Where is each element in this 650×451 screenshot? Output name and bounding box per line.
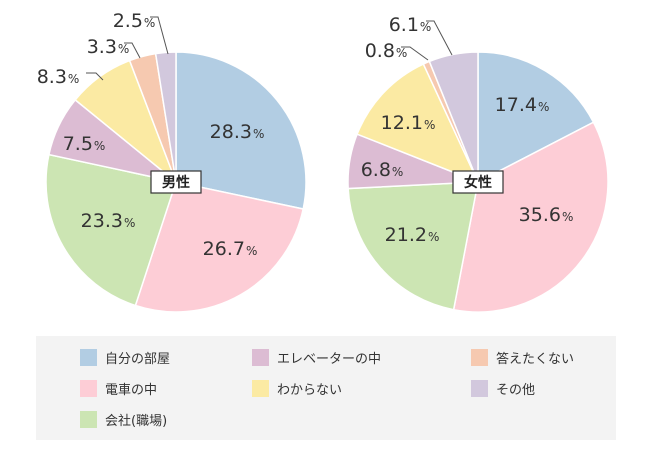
legend-label: 自分の部屋: [105, 351, 171, 367]
legend-swatch: [80, 410, 97, 428]
legend-label: わからない: [277, 382, 343, 398]
data-label: 17.4%: [495, 94, 550, 116]
data-label: 26.7%: [203, 238, 258, 260]
pie-charts: 28.3% 26.7% 23.3% 7.5% 8.3% 3.3% 2.5% 男性 17.4% 35…: [37, 10, 609, 313]
leader-line: [426, 20, 453, 56]
pie-title-box: [150, 170, 202, 194]
data-label: 35.6%: [519, 204, 574, 226]
legend-item-dont-know: わからない: [252, 377, 342, 399]
data-label: 6.8%: [361, 159, 404, 181]
leader-line: [86, 72, 104, 81]
legend-item-other: その他: [471, 377, 535, 399]
pie-slice: [45, 153, 177, 307]
pie-title: 女性: [464, 174, 492, 191]
legend-label: 答えたくない: [496, 351, 575, 367]
data-label: 2.5%: [113, 10, 156, 32]
pie-slice: [175, 51, 307, 210]
legend-label: その他: [496, 382, 536, 398]
leader-line: [124, 42, 141, 59]
legend-swatch: [252, 348, 269, 366]
pie-slice: [428, 51, 479, 183]
legend-swatch: [80, 379, 97, 397]
pie-slice: [356, 63, 480, 184]
legend-item-own-room: 自分の部屋: [80, 346, 170, 368]
data-label: 12.1%: [381, 112, 436, 134]
legend-label: 会社(職場): [105, 413, 168, 429]
legend-swatch: [80, 348, 97, 366]
leader-line: [150, 16, 169, 55]
data-label: 28.3%: [210, 121, 265, 143]
pie-title: 男性: [162, 174, 190, 191]
data-label: 3.3%: [87, 36, 130, 58]
data-label: 7.5%: [63, 133, 106, 155]
data-label: 6.1%: [389, 14, 432, 36]
legend-item-elevator: エレベーターの中: [252, 346, 381, 368]
legend-item-office: 会社(職場): [80, 408, 167, 430]
data-label: 0.8%: [365, 40, 408, 62]
legend-item-train: 電車の中: [80, 377, 157, 399]
pie-title-box: [452, 170, 504, 194]
pie-slice: [154, 51, 177, 183]
data-label: 8.3%: [37, 66, 80, 88]
legend-label: 電車の中: [105, 382, 158, 398]
legend-item-prefer-not-to-answer: 答えたくない: [471, 346, 574, 368]
pie-slice: [134, 181, 305, 313]
pie-slice: [477, 51, 595, 184]
data-label: 21.2%: [385, 224, 440, 246]
data-label: 23.3%: [81, 210, 136, 232]
legend: 自分の部屋 エレベーターの中 答えたくない 電車の中 わからない その他 会社(…: [36, 336, 616, 440]
legend-label: エレベーターの中: [277, 351, 382, 367]
pie-slice: [452, 121, 609, 313]
pie-slice: [347, 181, 479, 311]
leader-line: [401, 46, 429, 61]
legend-swatch: [471, 379, 488, 397]
legend-swatch: [471, 348, 488, 366]
legend-swatch: [252, 379, 269, 397]
